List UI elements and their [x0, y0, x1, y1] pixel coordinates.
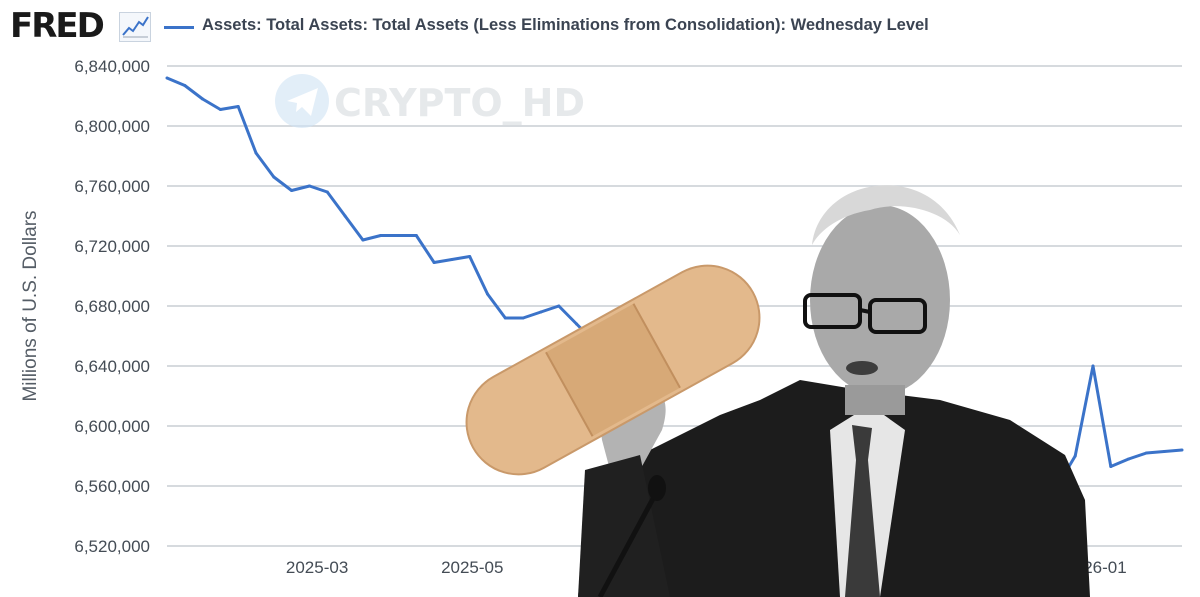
data-point: [1144, 451, 1148, 455]
data-point: [1162, 450, 1166, 453]
y-tick-label: 6,760,000: [74, 177, 150, 196]
data-point: [218, 108, 222, 111]
series-line: [166, 76, 614, 360]
y-tick-label: 6,720,000: [74, 237, 150, 256]
data-point: [254, 151, 258, 155]
x-tick-label: 2025-03: [286, 558, 348, 577]
x-tick-label: 2025-05: [441, 558, 503, 577]
data-point: [397, 234, 400, 237]
data-point: [1073, 454, 1077, 458]
data-point: [1180, 448, 1184, 452]
data-point: [503, 316, 507, 320]
data-point: [521, 316, 525, 320]
y-tick-label: 6,520,000: [74, 537, 150, 556]
data-point: [183, 84, 187, 87]
person-photo: [578, 185, 1090, 597]
data-point: [201, 97, 205, 101]
data-point: [308, 184, 311, 188]
data-point: [343, 214, 347, 218]
data-point: [361, 238, 365, 242]
data-point: [486, 292, 489, 296]
data-point: [165, 76, 169, 80]
fred-logo[interactable]: FRED: [10, 6, 105, 46]
data-point: [1091, 364, 1095, 368]
watermark: CRYPTO_HD: [275, 74, 585, 128]
data-point: [272, 175, 276, 179]
y-tick-labels: 6,520,000 6,560,000 6,600,000 6,640,000 6,68…: [74, 57, 150, 556]
data-point: [432, 261, 436, 264]
data-point: [468, 255, 472, 258]
data-point: [539, 310, 543, 314]
y-tick-label: 6,560,000: [74, 477, 150, 496]
line-chart-icon: [119, 12, 151, 42]
legend-series-label[interactable]: Assets: Total Assets: Total Assets (Less…: [202, 16, 929, 34]
legend-swatch: [164, 26, 194, 29]
bandage-icon: [465, 264, 761, 476]
data-point: [290, 189, 294, 192]
data-point: [1127, 457, 1131, 461]
watermark-text: CRYPTO_HD: [334, 81, 585, 125]
telegram-icon: [275, 74, 329, 128]
data-point: [557, 304, 561, 308]
y-tick-label: 6,680,000: [74, 297, 150, 316]
y-tick-label: 6,840,000: [74, 57, 150, 76]
chart-header: FRED Assets: Total Assets: Total Assets …: [0, 0, 1200, 56]
data-point: [450, 258, 454, 261]
data-point: [414, 234, 418, 237]
y-tick-label: 6,800,000: [74, 117, 150, 136]
y-tick-label: 6,640,000: [74, 357, 150, 376]
data-point: [379, 234, 383, 237]
data-point: [1109, 465, 1113, 468]
y-tick-label: 6,600,000: [74, 417, 150, 436]
data-point: [236, 105, 240, 108]
data-point: [325, 190, 329, 194]
data-point: [575, 322, 579, 326]
